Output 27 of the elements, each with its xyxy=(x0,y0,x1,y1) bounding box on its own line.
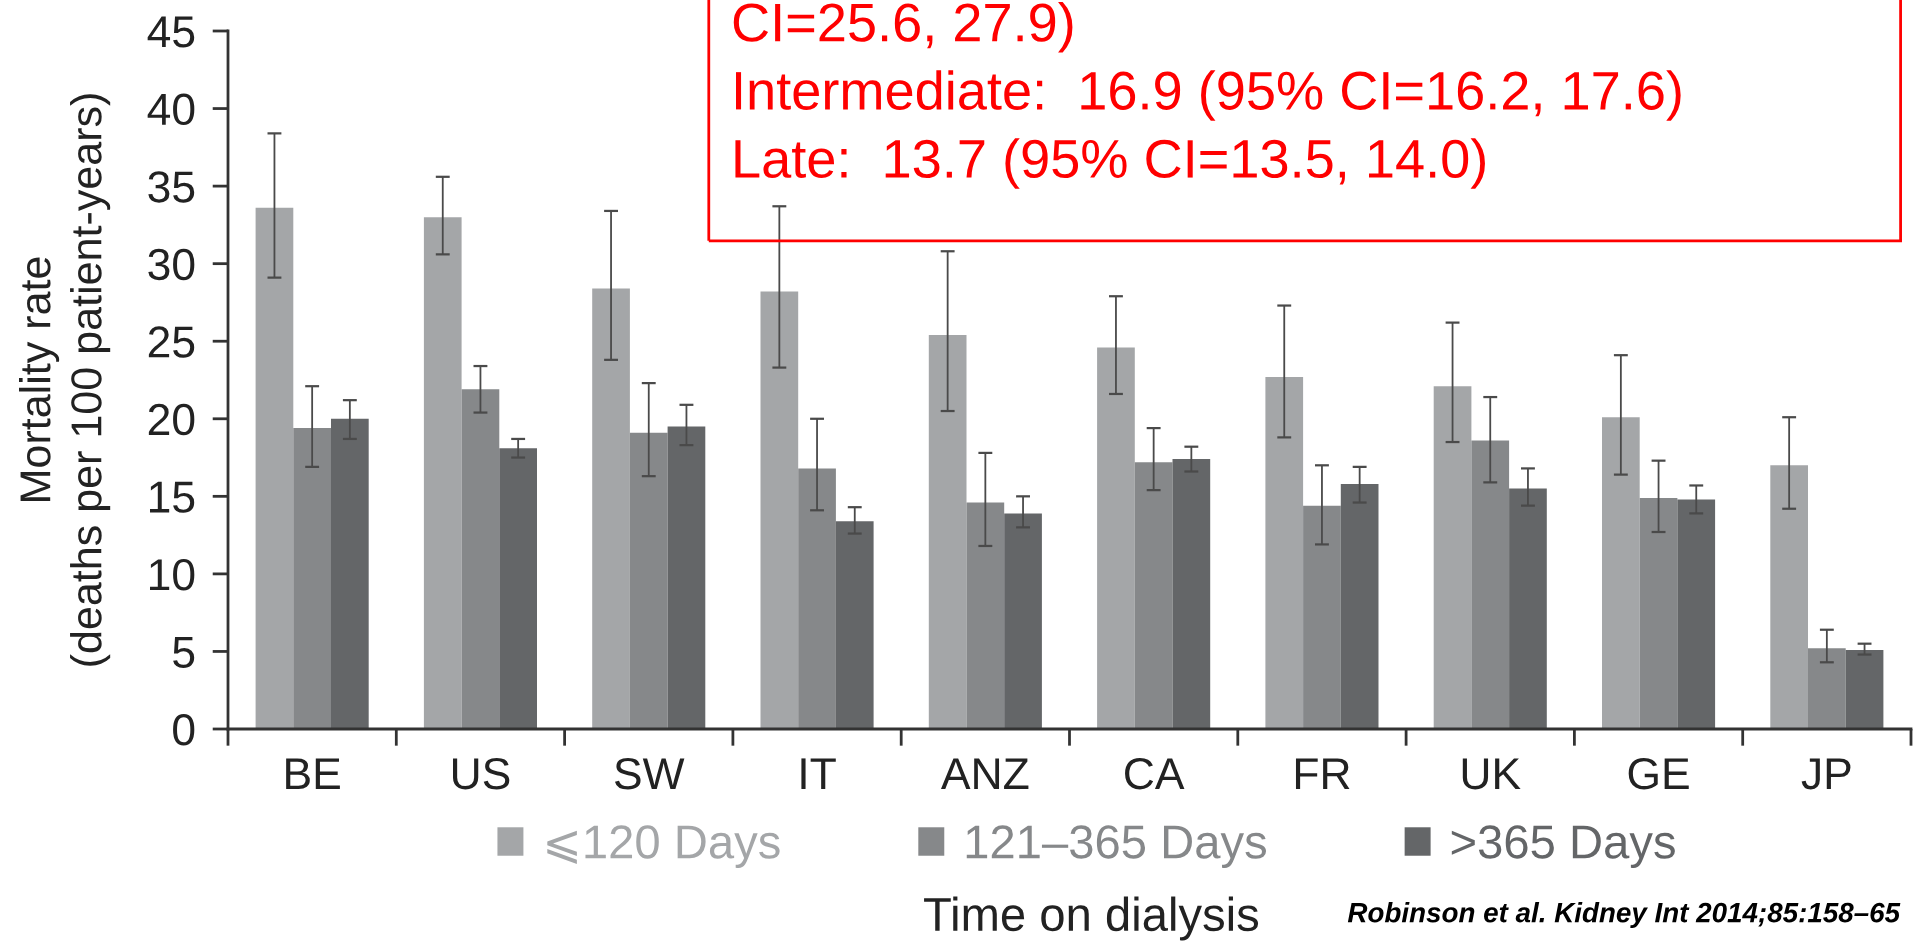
x-tick-label: SW xyxy=(614,757,685,790)
x-tick-label: UK xyxy=(1462,758,1521,790)
y-tick-label: 20 xyxy=(148,403,195,436)
x-tick-label: CA xyxy=(1125,757,1185,790)
y-tick-label: 15 xyxy=(150,481,195,513)
x-tick-label: BE xyxy=(286,758,340,789)
x-tick-label: GE xyxy=(1628,757,1689,790)
x-tick-label: JP xyxy=(1801,758,1851,790)
y-tick-label: 30 xyxy=(148,248,195,281)
x-tick-label: ANZ xyxy=(941,758,1029,789)
y-tick-label: 35 xyxy=(148,171,195,203)
legend-label: 121–365 Days xyxy=(966,825,1267,869)
y-tick-label: 10 xyxy=(150,558,195,591)
legend-label: ⩽120 Days xyxy=(547,825,780,869)
y-tick-label: 45 xyxy=(147,16,195,48)
x-tick-label: US xyxy=(453,757,510,790)
y-tick-label: 40 xyxy=(147,93,195,126)
y-tick-label: 25 xyxy=(148,326,195,358)
legend-label: >365 Days xyxy=(1451,825,1675,869)
y-tick-label: 5 xyxy=(173,636,195,668)
y-axis-title: Mortality rate (deaths per 100 patient-years) xyxy=(19,94,111,666)
x-axis-title: Time on dialysis xyxy=(924,896,1259,941)
y-tick-label: 0 xyxy=(173,714,195,746)
text: Robinson et al. Kidney Int 2014;85:158–65 xyxy=(1347,902,1901,928)
annotation: CI=25.6, 27.9) Intermediate: 16.9 (95% CI=16.2, 17.6) Late: 13.7 (95% CI=13.5, 14.0) xyxy=(733,2,1681,189)
x-tick-label: FR xyxy=(1295,758,1350,789)
x-tick-label: IT xyxy=(801,758,836,789)
